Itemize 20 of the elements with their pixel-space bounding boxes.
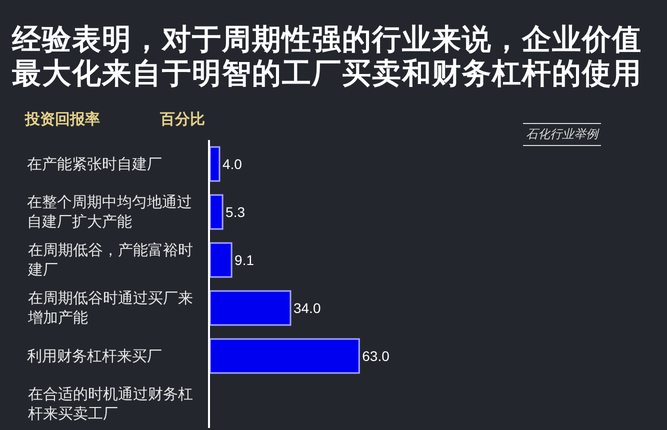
- text: 石化行业举例: [523, 123, 601, 146]
- data-label: 9.1: [234, 252, 254, 268]
- y-tick-label: 利用财务杠杆来买厂: [27, 347, 162, 365]
- y-axis-title: 投资回报率: [25, 110, 100, 129]
- x-axis-title: 百分比: [160, 110, 205, 129]
- bar: [210, 194, 224, 230]
- bar: [210, 242, 232, 278]
- data-label: 5.3: [226, 204, 246, 220]
- bar: [210, 146, 220, 182]
- y-tick-label: 在周期低谷，产能富裕时建厂: [27, 241, 193, 278]
- bar: [210, 290, 292, 326]
- data-label: 34.0: [293, 300, 321, 316]
- chart-title: 经验表明，对于周期性强的行业来说，企业价值最大化来自于明智的工厂买卖和财务杠杆的使用: [12, 22, 643, 90]
- data-label: 63.0: [362, 348, 390, 364]
- y-tick-label: 在合适的时机通过财务杠杆来买卖工厂: [27, 385, 193, 422]
- y-tick-label: 在产能紧张时自建厂: [27, 155, 162, 173]
- bar: [210, 338, 360, 374]
- data-label: 4.0: [222, 156, 242, 172]
- y-tick-label: 在整个周期中均匀地通过自建厂扩大产能: [27, 193, 192, 230]
- y-tick-label: 在周期低谷时通过买厂来增加产能: [27, 289, 193, 326]
